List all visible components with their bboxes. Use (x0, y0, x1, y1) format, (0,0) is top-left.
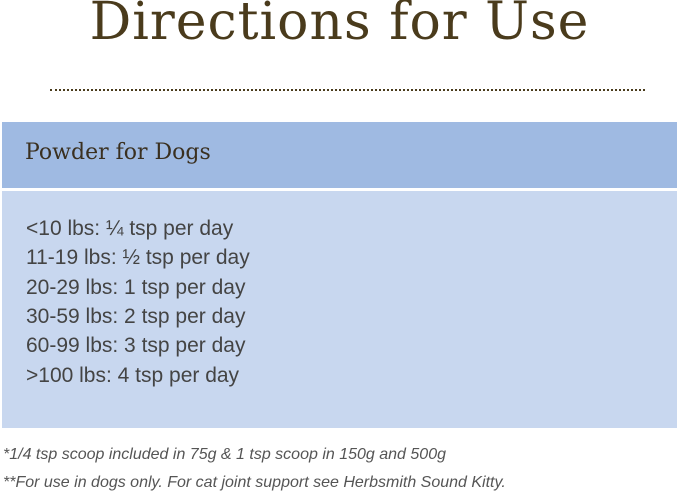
dosage-row: 11-19 lbs: ½ tsp per day (26, 246, 250, 269)
footnote: **For use in dogs only. For cat joint su… (3, 474, 506, 491)
footnote: *1/4 tsp scoop included in 75g & 1 tsp s… (3, 446, 446, 463)
dosage-row: 30-59 lbs: 2 tsp per day (26, 305, 246, 328)
dosage-row: <10 lbs: ¼ tsp per day (26, 217, 234, 240)
section-header: Powder for Dogs (2, 122, 677, 188)
page-title: Directions for Use (89, 0, 590, 52)
dosage-row: 60-99 lbs: 3 tsp per day (26, 334, 246, 357)
dotted-divider (50, 89, 645, 91)
dosage-row: >100 lbs: 4 tsp per day (26, 364, 240, 387)
section-header-label: Powder for Dogs (25, 140, 211, 165)
dosage-row: 20-29 lbs: 1 tsp per day (26, 276, 246, 299)
dosage-list: <10 lbs: ¼ tsp per day 11-19 lbs: ½ tsp … (2, 191, 677, 428)
